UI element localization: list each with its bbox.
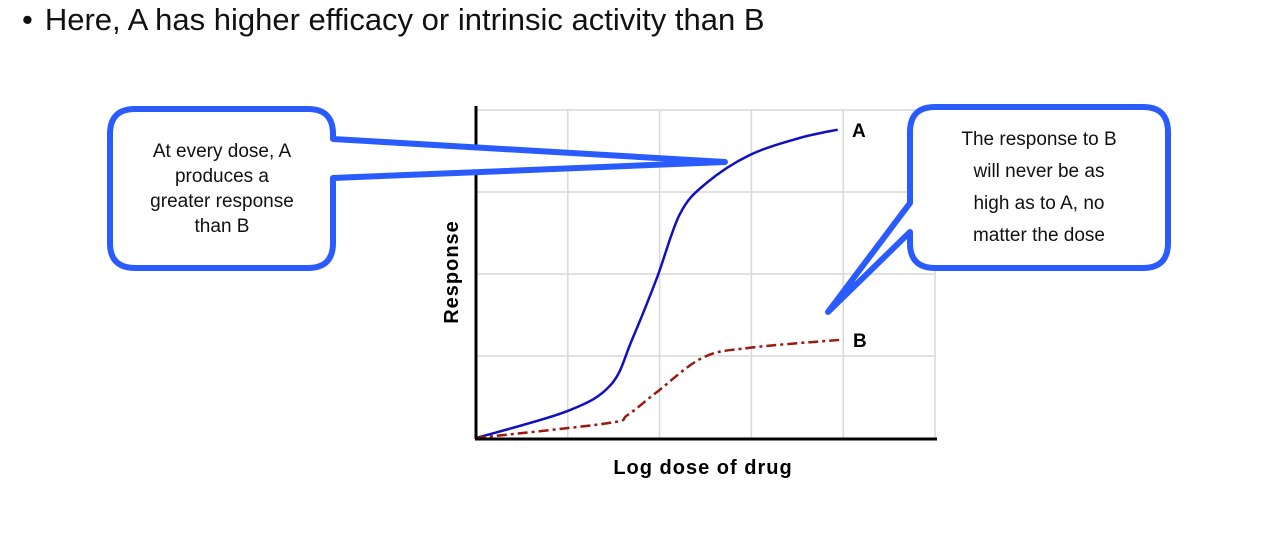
callout-right-line: The response to B	[961, 128, 1117, 150]
series-label-a: A	[852, 121, 866, 142]
series-line-a	[475, 128, 838, 440]
callout-right: The response to B will never be as high …	[913, 110, 1165, 265]
callout-right-line: high as to A, no	[973, 192, 1105, 214]
y-axis-label: Response	[441, 220, 463, 324]
callout-left-line: At every dose, A	[152, 140, 292, 162]
series-line-b	[475, 338, 844, 440]
callout-left-line: than B	[194, 215, 250, 237]
series-lines	[475, 128, 844, 440]
callout-left: At every dose, A produces a greater resp…	[113, 112, 331, 265]
bullet: •	[22, 2, 33, 37]
callout-right-line: matter the dose	[972, 224, 1105, 246]
callout-left-shape	[107, 106, 728, 271]
slide-title: • Here, A has higher efficacy or intrinsi…	[22, 2, 765, 38]
x-axis-label: Log dose of drug	[613, 457, 792, 479]
title-text: Here, A has higher efficacy or intrinsic…	[44, 2, 765, 37]
callout-left-line: greater response	[150, 190, 294, 212]
callout-right-shape	[825, 104, 1171, 315]
series-label-b: B	[853, 331, 867, 352]
callout-right-line: will never be as	[973, 160, 1105, 182]
callout-left-line: produces a	[174, 165, 269, 187]
